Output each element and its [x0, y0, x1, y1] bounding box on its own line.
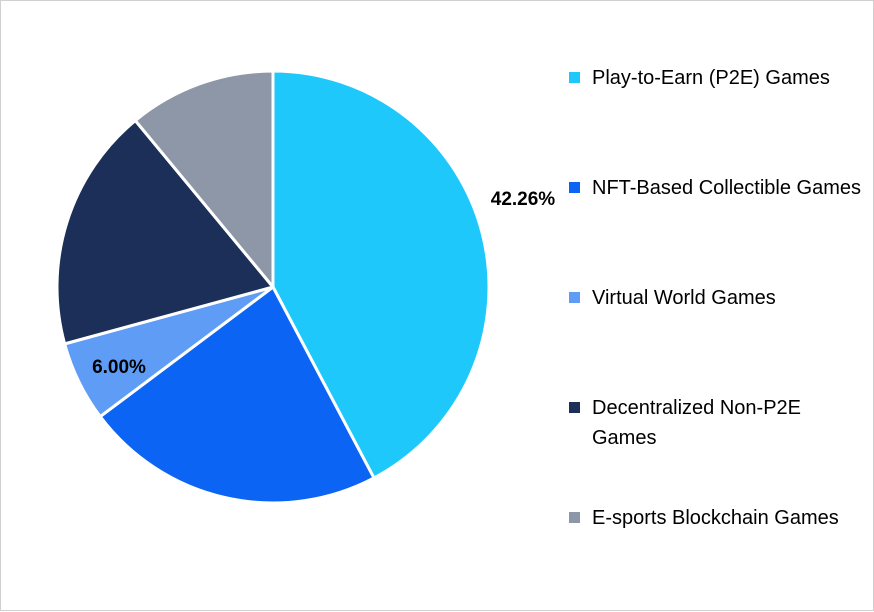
pie-slice-esports	[133, 69, 275, 289]
legend-item-esports: E-sports Blockchain Games	[569, 503, 862, 533]
pie-chart: 42.26% 6.00%	[55, 69, 555, 505]
pie-slice-nft	[98, 285, 376, 505]
data-label-virtual-world: 6.00%	[92, 357, 146, 378]
legend-swatch-virtual-world	[569, 292, 580, 303]
pie-slice-p2e	[271, 69, 491, 480]
legend-swatch-decentralized	[569, 402, 580, 413]
legend-item-decentralized: Decentralized Non-P2E Games	[569, 393, 862, 453]
legend-label-esports: E-sports Blockchain Games	[592, 507, 839, 529]
legend-item-p2e: Play-to-Earn (P2E) Games	[569, 63, 862, 93]
legend-label-virtual-world: Virtual World Games	[592, 287, 776, 309]
legend-swatch-nft	[569, 182, 580, 193]
legend-swatch-p2e	[569, 72, 580, 83]
data-label-p2e: 42.26%	[491, 189, 556, 210]
pie-data-labels: 42.26% 6.00%	[92, 189, 555, 378]
legend-item-virtual-world: Virtual World Games	[569, 283, 862, 313]
legend-item-nft: NFT-Based Collectible Games	[569, 173, 862, 203]
legend-label-nft: NFT-Based Collectible Games	[592, 177, 861, 199]
legend-swatch-esports	[569, 512, 580, 523]
legend: Play-to-Earn (P2E) Games NFT-Based Colle…	[569, 1, 869, 612]
pie-slice-decentralized	[55, 119, 275, 346]
legend-label-decentralized: Decentralized Non-P2E Games	[592, 397, 801, 449]
pie-slices	[55, 69, 491, 505]
legend-label-p2e: Play-to-Earn (P2E) Games	[592, 67, 830, 89]
